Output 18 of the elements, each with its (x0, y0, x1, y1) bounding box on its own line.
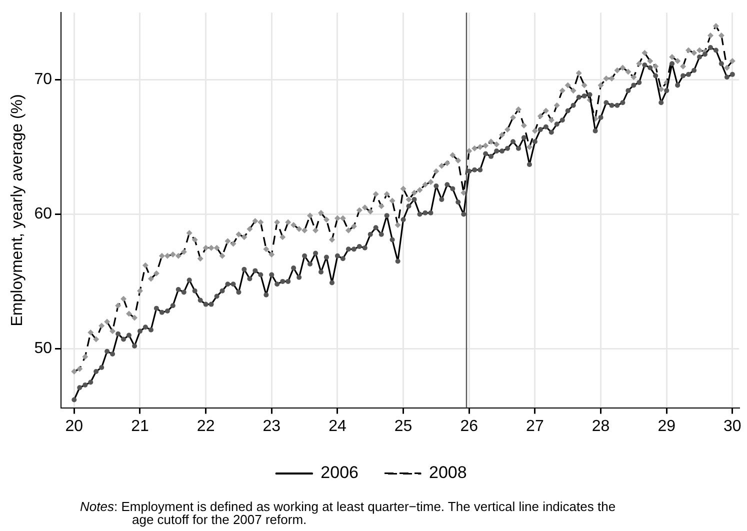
x-tick-label: 28 (592, 418, 610, 435)
x-tick-label: 25 (394, 418, 412, 435)
text: Notes: Employment is defined as working at least quarter−time. The vertical line indicates the age cutoff for the 2007 reform. (80, 499, 617, 527)
x-tick-label: 29 (658, 418, 676, 435)
x-tick-label: 26 (460, 418, 478, 435)
legend-label: 2008 (429, 463, 467, 482)
x-tick-label: 27 (526, 418, 544, 435)
y-tick-label: 70 (34, 71, 52, 88)
x-tick-label: 20 (65, 418, 84, 435)
y-tick-label: 60 (34, 206, 52, 223)
y-axis-title: Employment, yearly average (%) (9, 94, 26, 326)
legend-label: 2006 (320, 463, 359, 482)
y-tick-label: 50 (34, 340, 52, 358)
x-tick-label: 24 (328, 418, 346, 435)
x-tick-label: 30 (724, 418, 742, 435)
x-tick-label: 23 (262, 418, 281, 435)
x-tick-label: 21 (131, 418, 149, 435)
x-tick-label: 22 (196, 418, 215, 435)
